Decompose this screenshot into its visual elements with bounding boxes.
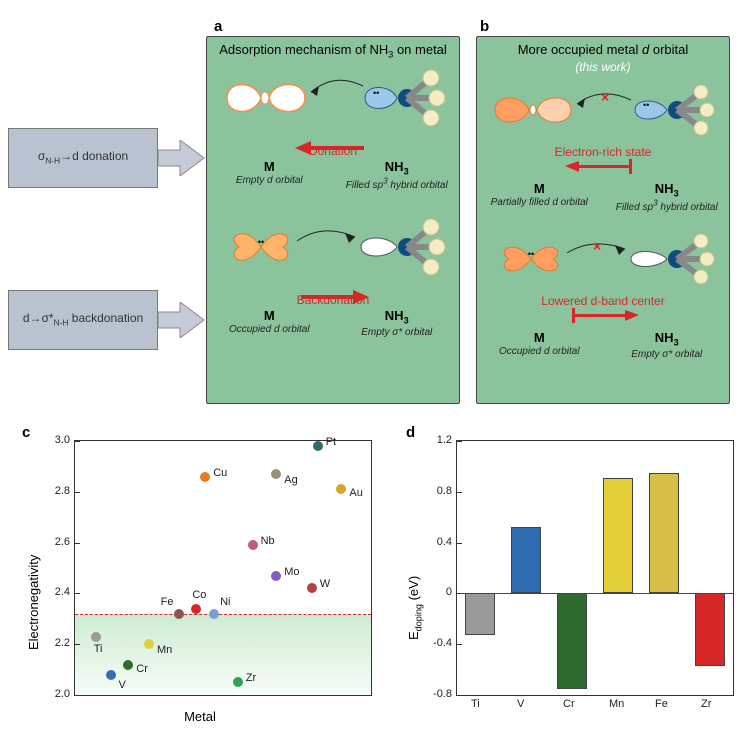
panel-a-row2-orbitals: •• [215, 211, 453, 283]
svg-text:••: •• [373, 88, 379, 98]
panel-d-ytick: 0 [446, 586, 452, 598]
scatter-label-mo: Mo [284, 566, 299, 578]
panel-b-row2-labels: MOccupied d orbital NH3Empty σ* orbital [485, 331, 721, 360]
panel-d-plot-area [456, 440, 734, 696]
panel-d-chart: Edoping (eV) -0.8 -0.4 0 0.4 0.8 1.2 Ti V Cr Mn Fe… [400, 430, 740, 724]
panel-d-ytick: 0.8 [437, 485, 452, 497]
bar-zr [695, 593, 725, 665]
panel-c-xlabel: Metal [20, 709, 380, 724]
scatter-label-zr: Zr [246, 672, 256, 684]
bar-fe [649, 473, 679, 594]
backdonation-label-text: d→σ*N-H backdonation [23, 312, 143, 328]
panel-a-row1-labels: MEmpty d orbital NH3Filled sp3 hybrid or… [215, 160, 451, 191]
scatter-label-ag: Ag [284, 474, 297, 486]
arrow-to-panel-a-bottom [158, 302, 206, 338]
bar-ti [465, 593, 495, 635]
scatter-point-v [106, 670, 116, 680]
bar-cr [557, 593, 587, 688]
panel-a-row1-orbitals: •• [215, 62, 453, 134]
panel-c-ytick: 2.2 [55, 637, 70, 649]
svg-text:••: •• [258, 237, 264, 247]
donation-label-box: σN-H→d donation [8, 128, 158, 188]
panel-d-ytick: 1.2 [437, 434, 452, 446]
scatter-label-mn: Mn [157, 644, 172, 656]
panel-a: Adsorption mechanism of NH3 on metal •• [206, 36, 460, 404]
scatter-point-fe [174, 609, 184, 619]
scatter-point-ti [91, 632, 101, 642]
panel-c-dashed-line [75, 614, 371, 615]
panel-d-ytick: -0.8 [433, 688, 452, 700]
svg-text:×: × [593, 238, 601, 254]
scatter-label-ti: Ti [94, 643, 103, 655]
panel-d-xtick: Mn [609, 698, 624, 710]
scatter-point-co [191, 604, 201, 614]
scatter-label-v: V [119, 679, 126, 691]
scatter-point-zr [233, 677, 243, 687]
scatter-point-nb [248, 540, 258, 550]
scatter-label-cu: Cu [213, 467, 227, 479]
scatter-label-fe: Fe [161, 596, 174, 608]
scatter-label-nb: Nb [261, 535, 275, 547]
scatter-label-cr: Cr [136, 663, 148, 675]
scatter-point-mo [271, 571, 281, 581]
scatter-point-ni [209, 609, 219, 619]
scatter-point-pt [313, 441, 323, 451]
panel-d-xtick: Cr [563, 698, 575, 710]
panel-d-xtick: Zr [701, 698, 711, 710]
scatter-point-cu [200, 472, 210, 482]
panel-a-title: Adsorption mechanism of NH3 on metal [215, 43, 451, 60]
panel-c-ytick: 2.6 [55, 536, 70, 548]
scatter-point-ag [271, 469, 281, 479]
panel-c-ylabel: Electronegativity [26, 555, 41, 650]
scatter-label-ni: Ni [220, 596, 230, 608]
panel-b-row1-block-arrow [485, 159, 723, 175]
backdonation-label-box: d→σ*N-H backdonation [8, 290, 158, 350]
panel-d-zero-line [457, 593, 733, 594]
panel-c-ytick: 2.4 [55, 586, 70, 598]
panel-b: More occupied metal d orbital (this work… [476, 36, 730, 404]
panel-b-row2-block-arrow [485, 308, 723, 324]
panel-d-ytick: -0.4 [433, 637, 452, 649]
panel-c-ytick: 2.8 [55, 485, 70, 497]
panel-d-xtick: V [517, 698, 524, 710]
panel-c-chart: Electronegativity Metal Ti V Cr Mn Fe Co Ni Cu Z… [20, 430, 380, 724]
panel-b-row2-state-label: Lowered d-band center [485, 294, 721, 308]
scatter-point-w [307, 583, 317, 593]
panel-c-ytick: 2.0 [55, 688, 70, 700]
panel-b-row2-orbitals: •• × [485, 227, 723, 289]
panel-c-plot-area: TiVCrMnFeCoNiCuZrNbMoAgWPtAu [74, 440, 372, 696]
svg-text:••: •• [528, 249, 534, 259]
svg-text:×: × [601, 89, 609, 105]
panel-b-letter: b [480, 18, 489, 35]
scatter-label-co: Co [192, 589, 206, 601]
panel-d-xtick: Fe [655, 698, 668, 710]
panel-d-ytick: 0.4 [437, 536, 452, 548]
bar-mn [603, 478, 633, 594]
scatter-point-au [336, 484, 346, 494]
panel-c-ytick: 3.0 [55, 434, 70, 446]
svg-text:••: •• [643, 100, 649, 110]
bar-v [511, 527, 541, 593]
panel-b-row1-state-label: Electron-rich state [485, 145, 721, 159]
panel-d-ylabel: Edoping (eV) [406, 576, 424, 640]
scatter-label-w: W [320, 578, 330, 590]
scatter-label-pt: Pt [326, 436, 336, 448]
panel-b-subtitle: (this work) [485, 60, 721, 74]
panel-b-row1-labels: MPartially filled d orbital NH3Filled sp… [485, 182, 721, 213]
panel-d-xtick: Ti [471, 698, 480, 710]
scatter-point-cr [123, 660, 133, 670]
scatter-label-au: Au [349, 487, 362, 499]
scatter-point-mn [144, 639, 154, 649]
panel-a-row2-labels: MOccupied d orbital NH3Empty σ* orbital [215, 309, 451, 338]
panel-a-letter: a [214, 18, 222, 35]
arrow-to-panel-a-top [158, 140, 206, 176]
panel-b-title: More occupied metal d orbital [485, 43, 721, 58]
panel-b-row1-orbitals: × •• [485, 78, 723, 140]
donation-label-text: σN-H→d donation [38, 150, 128, 166]
